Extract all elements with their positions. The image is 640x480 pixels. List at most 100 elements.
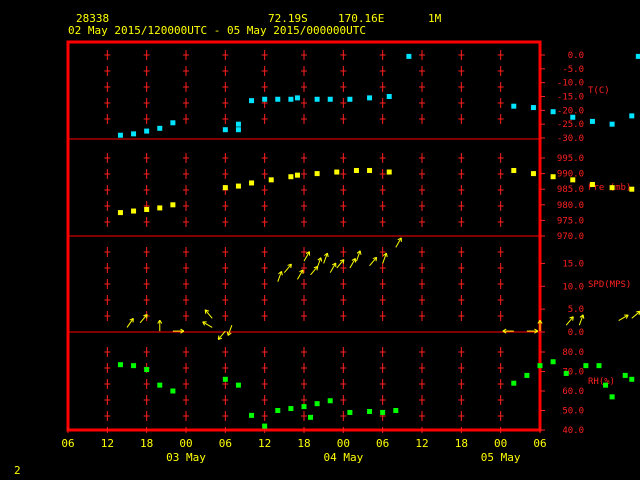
wind-arrow-head	[227, 332, 232, 336]
page-number: 2	[14, 464, 21, 477]
date-label: 05 May	[481, 451, 521, 464]
humidity-point	[511, 380, 517, 386]
temperature-point	[249, 98, 255, 104]
y-tick-label: 990.0	[557, 170, 584, 180]
temperature-point	[327, 96, 333, 102]
wind-arrow-head	[383, 252, 387, 256]
wind-arrow-head	[569, 316, 574, 319]
wind-arrow-head	[180, 330, 185, 334]
y-tick-label: -20.0	[557, 106, 584, 116]
y-tick-label: 60.0	[562, 387, 584, 397]
station-lon: 170.16E	[338, 12, 384, 25]
temperature-point	[222, 127, 228, 133]
y-axis-labels: 0.0 -5.0 -10.0 -15.0 -20.0 -25.0 -30.0 995.0 990…	[540, 51, 584, 436]
wind-arrow	[578, 314, 584, 326]
y-tick-label: -25.0	[557, 120, 584, 130]
pressure-point	[268, 177, 274, 183]
temperature-point	[288, 96, 294, 102]
pressure-point	[222, 185, 228, 191]
pressure-point	[589, 182, 595, 188]
temperature-point	[144, 128, 150, 134]
wind-arrow-head	[290, 264, 292, 269]
wind-arrow-head	[625, 314, 629, 319]
wind-arrow	[369, 256, 378, 267]
humidity-point	[609, 394, 615, 400]
pressure-point	[117, 210, 123, 216]
pressure-point	[334, 169, 340, 175]
wind-arrow	[297, 269, 304, 280]
wind-arrow-head	[326, 252, 329, 258]
grid-crosses	[67, 50, 541, 433]
x-tick-label: 06	[376, 437, 389, 450]
humidity-point	[629, 376, 635, 382]
wind-arrow	[126, 318, 134, 328]
data-marks	[117, 53, 640, 429]
wind-arrow-head	[202, 321, 206, 326]
x-tick-label: 06	[61, 437, 74, 450]
wind-arrow	[227, 324, 233, 336]
wind-arrow-head	[539, 319, 543, 324]
wind-arrow-head	[157, 319, 161, 324]
wind-arrow-head	[636, 310, 640, 313]
pressure-point	[170, 202, 176, 208]
wind-arrow	[349, 258, 356, 269]
wind-arrow-head	[287, 263, 292, 266]
temperature-point	[314, 96, 320, 102]
time-range: 02 May 2015/120000UTC - 05 May 2015/0000…	[68, 24, 366, 37]
wind-arrow	[277, 271, 283, 282]
humidity-point	[583, 363, 589, 369]
wind-arrow-head	[278, 270, 282, 275]
wind-arrow	[204, 309, 213, 319]
y-tick-label: 995.0	[557, 154, 584, 164]
humidity-point	[144, 367, 150, 373]
x-axis-labels: 06 12 18 00 06 12 18 00 06 12 18 00 06 03 May 04 May 05…	[61, 437, 546, 464]
temperature-point	[386, 94, 392, 99]
wind-arrow	[382, 252, 387, 264]
wind-arrow-head	[339, 259, 345, 262]
x-tick-label: 18	[140, 437, 153, 450]
wind-arrow	[565, 316, 574, 326]
wind-arrow-head	[534, 328, 539, 332]
humidity-point	[537, 363, 543, 369]
wind-arrow-head	[582, 314, 585, 319]
y-tick-label: 40.0	[562, 426, 584, 436]
pressure-point	[609, 185, 615, 191]
wind-arrow-head	[159, 319, 163, 324]
pressure-point	[367, 167, 373, 173]
date-label: 03 May	[166, 451, 206, 464]
x-tick-label: 18	[455, 437, 468, 450]
wind-arrow-head	[324, 252, 328, 256]
y-tick-label: 970.0	[557, 232, 584, 242]
humidity-point	[117, 362, 123, 368]
x-tick-label: 00	[494, 437, 507, 450]
pressure-point	[550, 174, 556, 180]
wind-arrow-head	[331, 262, 336, 266]
x-tick-label: 18	[297, 437, 310, 450]
temperature-point	[117, 132, 123, 138]
wind-arrow	[303, 251, 310, 262]
pressure-point	[288, 174, 294, 180]
humidity-point	[222, 376, 228, 382]
pressure-point	[294, 172, 300, 178]
pressure-point	[157, 205, 163, 211]
temperature-point	[530, 105, 536, 111]
humidity-point	[347, 409, 353, 415]
pressure-point	[570, 177, 576, 183]
wind-arrow-head	[204, 309, 207, 314]
temperature-point	[275, 96, 281, 102]
wind-arrow-head	[537, 319, 541, 324]
wind-arrow-head	[305, 251, 310, 254]
y-tick-label: 5.0	[568, 305, 584, 315]
wind-arrow-head	[204, 309, 210, 312]
y-tick-label: 975.0	[557, 216, 584, 226]
pressure-point	[629, 186, 635, 192]
wind-arrow	[395, 237, 402, 248]
humidity-point	[235, 382, 241, 388]
station-lat: 72.19S	[268, 12, 308, 25]
y-tick-label: 80.0	[562, 348, 584, 358]
wind-arrow	[202, 321, 213, 328]
humidity-point	[170, 388, 176, 394]
station-level: 1M	[428, 12, 442, 25]
x-tick-label: 06	[533, 437, 546, 450]
wind-arrow	[329, 262, 337, 273]
